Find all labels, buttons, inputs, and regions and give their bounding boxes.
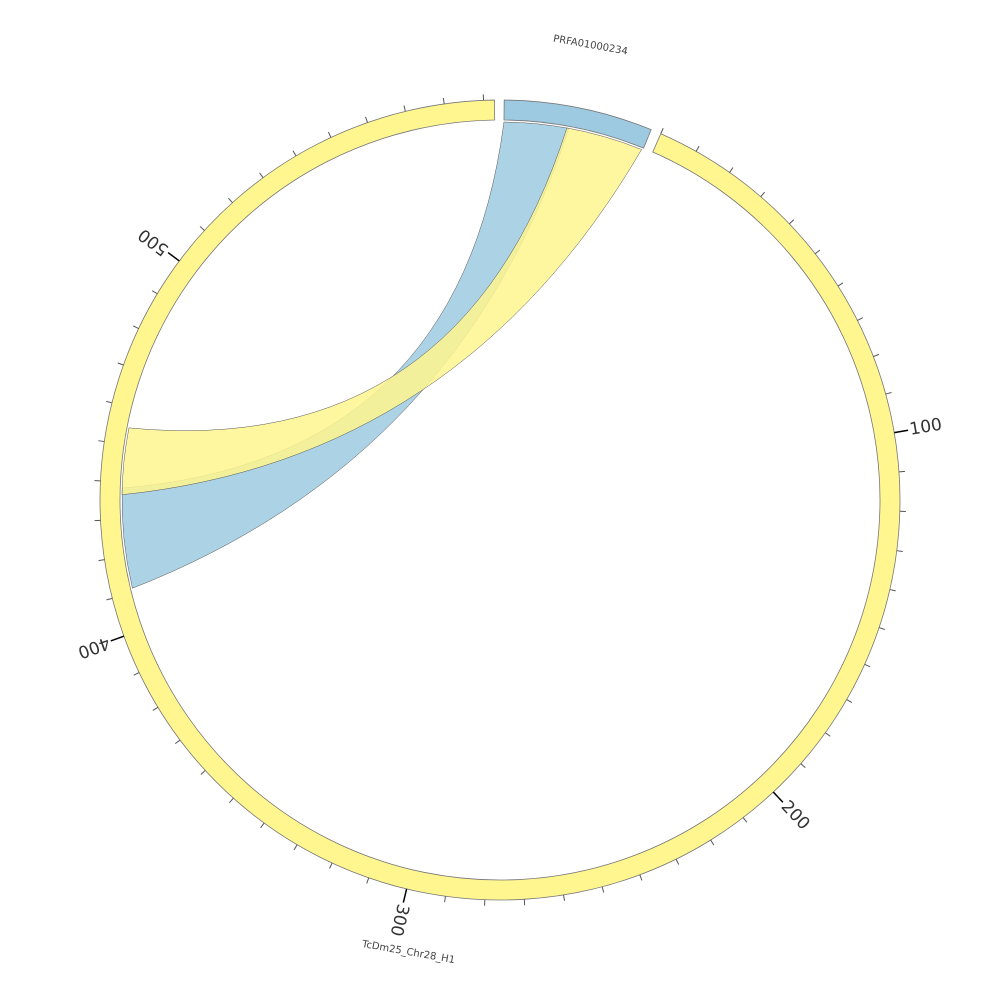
minor-tick — [710, 839, 715, 846]
minor-tick — [117, 362, 124, 366]
minor-tick — [742, 817, 748, 823]
minor-tick — [789, 219, 795, 225]
minor-tick — [800, 763, 806, 769]
minor-tick — [199, 226, 205, 231]
rings — [99, 99, 901, 901]
minor-tick — [675, 858, 680, 865]
segment-ring — [99, 99, 901, 901]
minor-tick — [442, 97, 445, 104]
minor-tick — [174, 739, 181, 745]
minor-tick — [98, 559, 105, 562]
ribbon — [121, 127, 642, 495]
minor-tick — [873, 353, 880, 357]
segment-label: TcDm25_Chr28_H1 — [360, 939, 456, 966]
minor-tick — [293, 844, 298, 851]
minor-tick — [846, 699, 853, 703]
minor-tick — [444, 896, 446, 903]
minor-tick — [857, 317, 863, 321]
minor-tick — [200, 770, 206, 775]
minor-tick — [889, 589, 896, 592]
minor-tick — [660, 128, 664, 134]
minor-tick — [327, 131, 332, 138]
minor-tick — [106, 597, 113, 601]
minor-tick — [329, 862, 333, 869]
minor-tick — [885, 391, 892, 395]
minor-tick — [366, 877, 370, 884]
minor-tick — [878, 627, 885, 630]
minor-tick — [292, 150, 297, 157]
major-tick — [402, 888, 408, 903]
minor-tick — [695, 145, 700, 152]
minor-tick — [106, 400, 113, 404]
minor-tick — [896, 550, 903, 552]
ribbon — [121, 121, 570, 589]
minor-tick — [259, 172, 264, 179]
minor-tick — [563, 894, 565, 901]
minor-tick — [729, 167, 734, 173]
tick-label: 500 — [135, 224, 173, 259]
tick-label: 400 — [75, 632, 112, 662]
minor-tick — [403, 105, 406, 112]
major-tick — [894, 429, 909, 434]
major-tick — [167, 251, 180, 262]
major-tick — [110, 635, 125, 642]
minor-tick — [228, 197, 233, 203]
minor-tick — [365, 116, 369, 123]
minor-tick — [98, 440, 105, 443]
minor-tick — [639, 874, 643, 881]
minor-tick — [760, 191, 766, 197]
minor-tick — [151, 290, 158, 295]
minor-tick — [601, 886, 605, 893]
segment-label: PRFA01000234 — [552, 34, 628, 58]
ribbons — [121, 121, 642, 589]
segment-ring — [503, 99, 652, 149]
minor-tick — [260, 822, 265, 829]
minor-tick — [152, 706, 159, 711]
minor-tick — [825, 732, 831, 737]
minor-tick — [837, 282, 844, 287]
major-tick — [772, 791, 784, 803]
minor-tick — [133, 672, 140, 676]
minor-tick — [864, 663, 871, 668]
minor-tick — [814, 249, 821, 255]
tick-label: 300 — [386, 902, 413, 938]
minor-tick — [229, 797, 234, 803]
tick-label: 100 — [908, 415, 943, 440]
minor-tick — [132, 325, 139, 330]
